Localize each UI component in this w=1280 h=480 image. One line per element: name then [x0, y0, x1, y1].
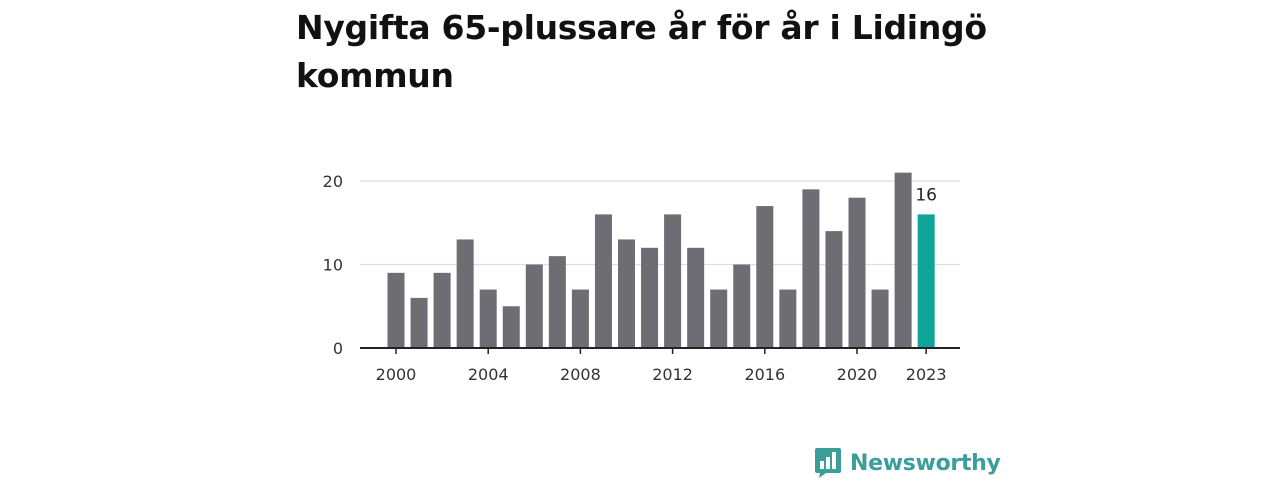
bar-2020 — [848, 197, 866, 348]
bar-2022 — [894, 172, 912, 348]
bar-2004 — [479, 289, 497, 348]
data-label: 16 — [915, 185, 937, 205]
bar-2007 — [548, 256, 566, 348]
bar-2009 — [594, 214, 612, 348]
y-tick-label: 10 — [323, 256, 343, 275]
x-tick-label: 2016 — [744, 365, 785, 384]
bar-2011 — [641, 247, 659, 348]
x-tick-label: 2000 — [376, 365, 417, 384]
bars — [387, 172, 935, 348]
x-tick-label: 2012 — [652, 365, 693, 384]
bar-2003 — [456, 239, 474, 348]
bar-2023 — [917, 214, 935, 348]
bar-2008 — [571, 289, 589, 348]
bar-2015 — [733, 264, 751, 348]
bar-2019 — [825, 231, 843, 348]
bar-2002 — [433, 272, 451, 348]
gridlines — [360, 180, 960, 266]
bar-2021 — [871, 289, 889, 348]
bar-2014 — [710, 289, 728, 348]
bar-2012 — [664, 214, 682, 348]
x-tick-label: 2020 — [837, 365, 878, 384]
y-tick-label: 0 — [333, 339, 343, 358]
bar-2017 — [779, 289, 797, 348]
bar-2006 — [525, 264, 543, 348]
x-tick-label: 2008 — [560, 365, 601, 384]
bar-chart-speech-bubble-icon — [815, 448, 841, 478]
bar-2001 — [410, 297, 428, 348]
chart-title: Nygifta 65-plussare år för år i Lidingö … — [296, 8, 987, 95]
newsworthy-logo: Newsworthy — [814, 446, 1001, 480]
x-tick-label: 2004 — [468, 365, 509, 384]
bar-2000 — [387, 272, 405, 348]
brand-name: Newsworthy — [850, 450, 1001, 476]
x-tick-label: 2023 — [906, 365, 947, 384]
bar-2018 — [802, 189, 820, 348]
bar-2010 — [618, 239, 635, 348]
bar-2005 — [502, 306, 520, 348]
x-axis — [360, 347, 960, 354]
y-tick-label: 20 — [323, 172, 343, 191]
bar-2016 — [756, 206, 774, 348]
bar-2013 — [687, 247, 705, 348]
